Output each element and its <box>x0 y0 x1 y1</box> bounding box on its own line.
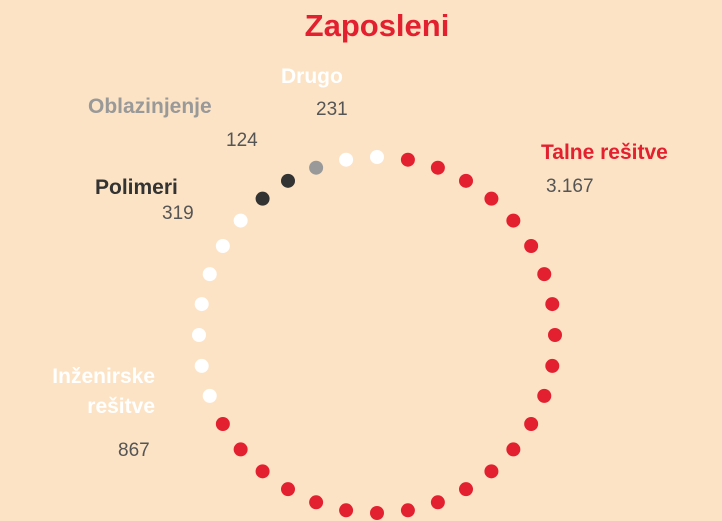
dot <box>370 506 384 520</box>
dot <box>524 239 539 253</box>
dot <box>370 150 384 164</box>
dot <box>255 191 270 206</box>
dot <box>537 388 552 403</box>
dot <box>484 464 499 479</box>
dot <box>545 297 560 312</box>
dot <box>281 482 295 497</box>
dot <box>339 503 354 518</box>
dot <box>233 213 248 228</box>
dot <box>400 152 415 167</box>
legend-label: Talne rešitve <box>541 141 668 164</box>
dot <box>459 173 473 188</box>
legend-label: Polimeri <box>95 176 178 199</box>
dot <box>545 358 560 373</box>
dot <box>309 495 324 510</box>
legend-label: Inženirske rešitve <box>52 365 155 418</box>
data-label: 124 <box>226 130 258 151</box>
dot <box>215 239 230 253</box>
dot <box>281 173 295 188</box>
dot <box>506 442 521 457</box>
dot <box>192 328 206 342</box>
dot <box>202 267 217 282</box>
chart-title: Zaposleni <box>304 8 450 43</box>
dot <box>537 267 552 282</box>
dot <box>255 464 270 479</box>
dot <box>430 160 445 175</box>
dot <box>459 482 473 497</box>
data-label: 3.167 <box>546 176 594 197</box>
dot <box>484 191 499 206</box>
dot <box>215 417 230 431</box>
dot <box>233 442 248 457</box>
dot <box>400 503 415 518</box>
dot <box>524 417 539 431</box>
dot <box>339 152 354 167</box>
dot <box>194 358 209 373</box>
data-label: 867 <box>118 440 150 461</box>
dot <box>309 160 324 175</box>
data-label: 231 <box>316 99 348 120</box>
data-label: 319 <box>162 203 194 224</box>
legend-label: Drugo <box>281 65 343 88</box>
dot <box>202 388 217 403</box>
dot <box>548 328 562 342</box>
dot <box>430 495 445 510</box>
legend-label: Oblazinjenje <box>88 95 212 118</box>
dot <box>194 297 209 312</box>
dot <box>506 213 521 228</box>
